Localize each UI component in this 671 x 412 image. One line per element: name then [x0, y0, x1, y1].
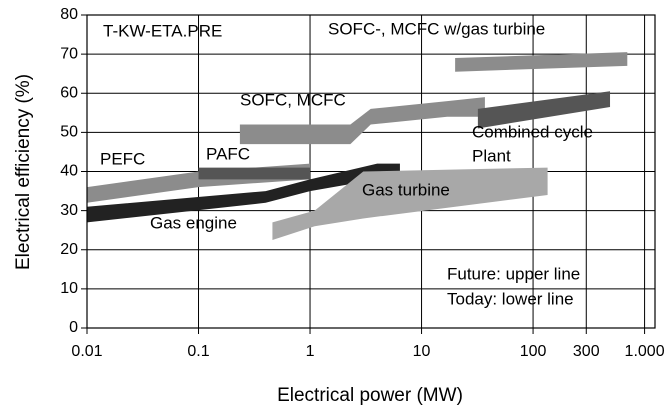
- y-tick-label: 50: [60, 124, 78, 141]
- x-tick-label: 100: [520, 343, 547, 360]
- x-tick-label: 300: [573, 343, 600, 360]
- annotation: Gas engine: [150, 213, 237, 232]
- efficiency-band: [272, 167, 548, 240]
- x-tick-label: 0.1: [187, 343, 209, 360]
- y-tick-label: 40: [60, 163, 78, 180]
- x-tick-label: 1: [306, 343, 315, 360]
- annotation: Combined cycle: [472, 122, 593, 141]
- plot-frame: [86, 14, 656, 329]
- annotation: Future: upper line: [447, 264, 580, 283]
- efficiency-band: [455, 52, 628, 72]
- x-tick-label: 10: [413, 343, 431, 360]
- annotation: PAFC: [206, 144, 250, 163]
- y-tick-label: 20: [60, 241, 78, 258]
- annotation: Plant: [472, 146, 511, 165]
- y-tick-label: 70: [60, 45, 78, 62]
- y-tick-label: 10: [60, 280, 78, 297]
- y-tick-label: 80: [60, 6, 78, 23]
- x-axis-label: Electrical power (MW): [277, 385, 463, 406]
- annotation: SOFC-, MCFC w/gas turbine: [328, 19, 545, 38]
- efficiency-band: [239, 97, 485, 145]
- annotation: T-KW-ETA.PRE: [103, 21, 222, 40]
- annotation: Gas turbine: [362, 180, 450, 199]
- annotation: Today: lower line: [447, 289, 574, 308]
- efficiency-band: [477, 91, 611, 129]
- annotation: PEFC: [100, 149, 145, 168]
- annotation: SOFC, MCFC: [240, 90, 346, 109]
- y-tick-label: 0: [69, 319, 78, 336]
- y-tick-label: 30: [60, 202, 78, 219]
- y-axis-label: Electrical efficiency (%): [13, 74, 34, 270]
- x-tick-label: 0.01: [71, 343, 102, 360]
- efficiency-band: [87, 163, 400, 223]
- y-tick-label: 60: [60, 84, 78, 101]
- x-tick-label: 1.000: [625, 343, 665, 360]
- efficiency-band: [198, 167, 311, 180]
